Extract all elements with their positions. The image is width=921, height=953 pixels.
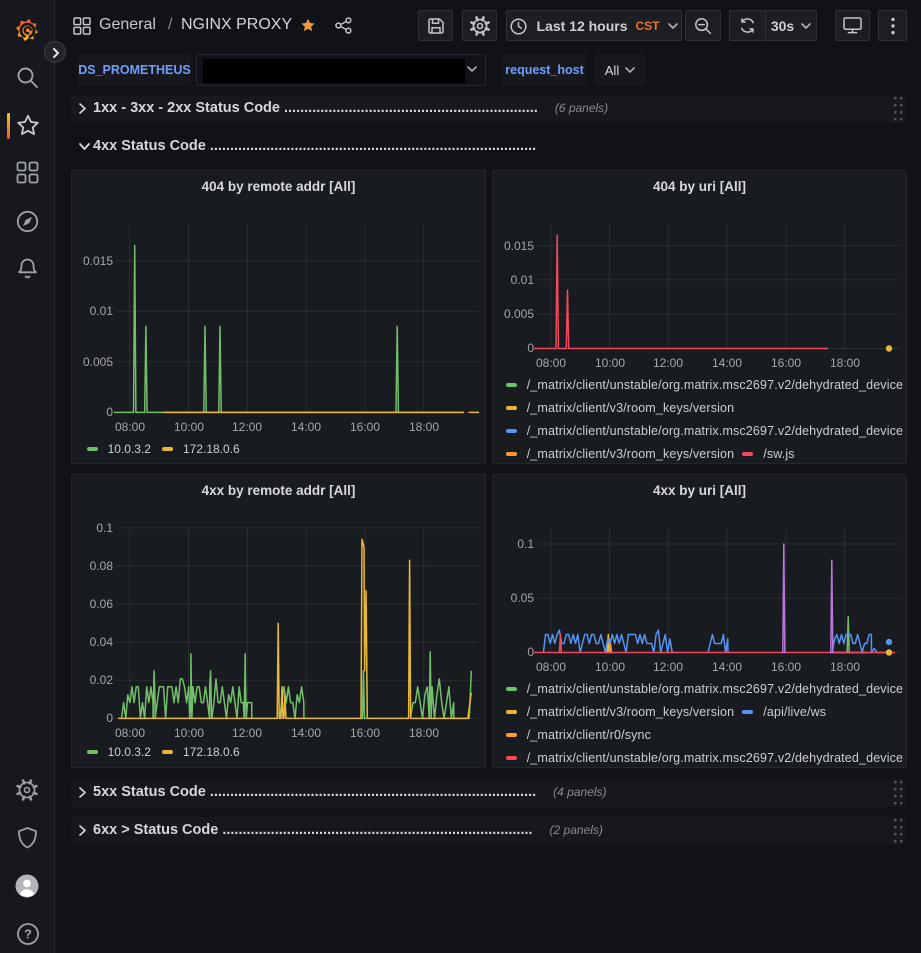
svg-text:?: ? <box>24 926 32 941</box>
